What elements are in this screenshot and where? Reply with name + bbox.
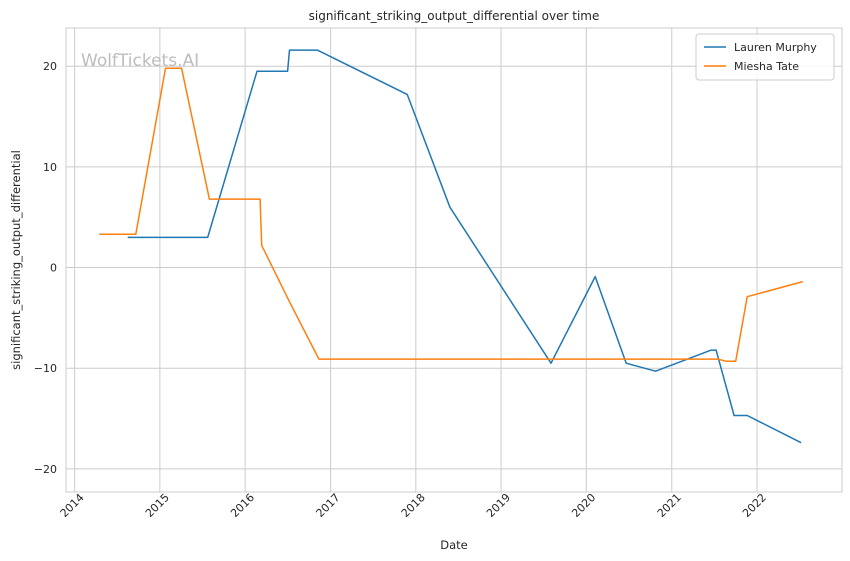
y-tick-label: −20 [34, 463, 57, 476]
series-line-2 [99, 67, 803, 362]
chart-title: significant_striking_output_differential… [309, 9, 600, 23]
legend: Lauren Murphy Miesha Tate [695, 33, 835, 81]
y-tick-label: 10 [43, 161, 57, 174]
x-axis-label: Date [440, 538, 468, 552]
watermark: WolfTickets.AI [81, 51, 199, 71]
legend-box [695, 33, 835, 81]
y-axis-ticks: −20 −10 0 10 20 [34, 60, 57, 476]
y-tick-label: 0 [50, 262, 57, 275]
legend-label: Lauren Murphy [734, 41, 817, 54]
y-axis-label: significant_striking_output_differential [9, 150, 23, 370]
y-tick-label: −10 [34, 362, 57, 375]
plot-frame [65, 27, 843, 493]
legend-label: Miesha Tate [734, 60, 799, 73]
series-layer [99, 49, 803, 444]
series-line-1 [127, 49, 802, 444]
y-tick-label: 20 [43, 60, 57, 73]
